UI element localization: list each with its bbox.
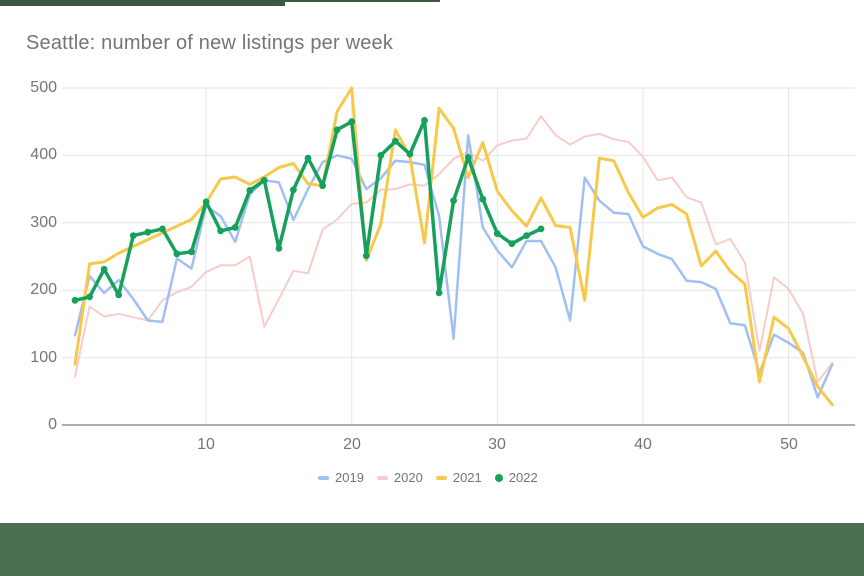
x-axis-tick-label: 20 — [343, 436, 361, 453]
legend-label: 2019 — [335, 470, 364, 485]
window-chrome-top-bar-thin — [285, 0, 440, 2]
legend-label: 2021 — [452, 470, 482, 485]
y-axis-tick-label: 500 — [30, 79, 57, 96]
y-axis-tick-label: 400 — [30, 146, 57, 163]
series-color-dash-icon — [318, 476, 329, 480]
x-axis-tick-label: 50 — [780, 436, 798, 453]
series-color-dot-icon — [494, 474, 503, 482]
legend-item-2021[interactable]: 2021 — [435, 470, 482, 486]
chart-legend: 2019 2020 2021 2022 — [318, 470, 538, 486]
window-chrome-top-bar — [0, 0, 285, 6]
y-axis-tick-label: 300 — [30, 214, 57, 231]
legend-label: 2020 — [393, 470, 423, 485]
series-color-dash-icon — [376, 476, 388, 480]
y-axis-tick-label: 0 — [48, 416, 57, 433]
y-axis-tick-label: 100 — [30, 349, 57, 366]
y-axis-tick-label: 200 — [30, 281, 57, 298]
legend-label: 2022 — [508, 470, 538, 485]
x-axis-tick-label: 30 — [488, 436, 506, 453]
window-chrome-bottom-bar — [0, 523, 864, 576]
x-axis-tick-label: 40 — [634, 436, 652, 453]
chart-title: Seattle: number of new listings per week — [26, 32, 394, 54]
legend-item-2020[interactable]: 2020 — [376, 470, 423, 486]
series-color-dash-icon — [435, 476, 447, 480]
legend-item-2019[interactable]: 2019 — [318, 470, 364, 486]
legend-item-2022[interactable]: 2022 — [494, 470, 538, 486]
x-axis-tick-label: 10 — [197, 436, 215, 453]
